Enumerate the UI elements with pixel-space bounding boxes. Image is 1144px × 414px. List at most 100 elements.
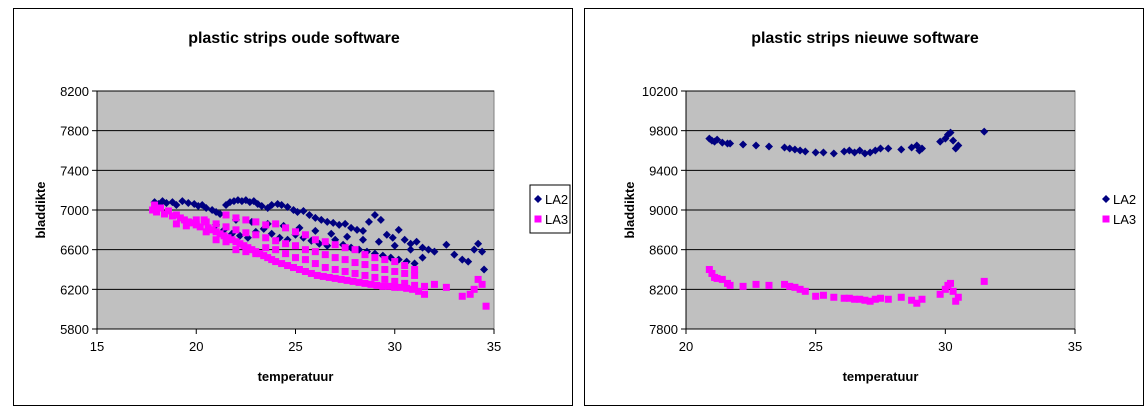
- data-point-square: [341, 244, 349, 252]
- data-point-diamond: [382, 230, 391, 239]
- x-tick-label: 25: [808, 339, 822, 354]
- data-point-square: [252, 231, 260, 239]
- legend-label: LA2: [1113, 192, 1136, 207]
- data-point-square: [242, 248, 250, 256]
- data-point-square: [212, 220, 220, 228]
- data-point-square: [430, 280, 438, 288]
- y-tick-label: 9400: [649, 163, 678, 178]
- data-point-square: [216, 230, 224, 238]
- data-point-square: [947, 279, 955, 287]
- data-point-diamond: [450, 250, 459, 259]
- data-point-square: [196, 223, 204, 231]
- data-point-square: [421, 282, 429, 290]
- data-point-diamond: [713, 135, 722, 144]
- data-point-diamond: [412, 237, 421, 246]
- y-tick-label: 10200: [642, 84, 678, 99]
- data-point-square: [149, 206, 157, 214]
- data-point-diamond: [172, 201, 181, 210]
- data-point-square: [242, 229, 250, 237]
- data-point-diamond: [394, 225, 403, 234]
- data-point-square: [240, 242, 248, 250]
- data-point-diamond: [780, 143, 789, 152]
- x-tick-label: 25: [288, 339, 302, 354]
- data-point-square: [172, 211, 180, 219]
- data-point-diamond: [946, 128, 955, 137]
- data-point-square: [819, 291, 827, 299]
- data-point-square: [840, 294, 848, 302]
- data-point-diamond: [341, 219, 350, 228]
- data-point-diamond: [470, 245, 479, 254]
- data-point-diamond: [402, 257, 411, 266]
- data-point-square: [176, 214, 184, 222]
- data-point-square: [401, 262, 409, 270]
- data-point-square: [268, 256, 276, 264]
- series-la2: [705, 127, 989, 158]
- data-point-square: [224, 234, 232, 242]
- data-point-square: [222, 223, 230, 231]
- data-point-diamond: [1102, 195, 1110, 203]
- data-point-square: [220, 232, 228, 240]
- data-point-square: [458, 292, 466, 300]
- legend-box: [529, 184, 571, 234]
- data-point-square: [391, 258, 399, 266]
- data-point-square: [351, 246, 359, 254]
- data-point-square: [442, 283, 450, 291]
- data-point-square: [781, 280, 789, 288]
- data-point-diamond: [323, 217, 332, 226]
- data-point-diamond: [474, 239, 483, 248]
- data-point-square: [260, 252, 268, 260]
- data-point-square: [361, 261, 369, 269]
- data-point-square: [284, 262, 292, 270]
- data-point-square: [331, 274, 339, 282]
- data-point-diamond: [353, 225, 362, 234]
- data-point-diamond: [801, 147, 810, 156]
- data-point-diamond: [335, 220, 344, 229]
- y-tick-label: 9000: [649, 203, 678, 218]
- data-point-square: [884, 295, 892, 303]
- data-point-square: [202, 228, 210, 236]
- data-point-square: [331, 266, 339, 273]
- data-point-square: [355, 278, 363, 286]
- data-point-square: [295, 266, 303, 273]
- data-point-diamond: [796, 146, 805, 155]
- data-point-diamond: [406, 245, 415, 254]
- data-point-diamond: [327, 229, 336, 238]
- data-point-square: [222, 211, 230, 219]
- data-point-square: [980, 277, 988, 285]
- data-point-square: [262, 234, 270, 242]
- data-point-square: [192, 221, 200, 229]
- data-point-diamond: [388, 233, 397, 242]
- data-point-square: [331, 254, 339, 262]
- data-point-square: [861, 296, 869, 304]
- data-point-square: [351, 269, 359, 277]
- data-point-square: [192, 216, 200, 224]
- data-point-square: [325, 273, 333, 281]
- data-point-square: [897, 293, 905, 301]
- data-point-square: [222, 238, 230, 246]
- data-point-square: [172, 220, 180, 228]
- y-tick-label: 9800: [649, 124, 678, 139]
- data-point-diamond: [726, 139, 735, 148]
- data-point-square: [232, 214, 240, 222]
- data-point-square: [262, 221, 270, 229]
- data-point-square: [321, 251, 329, 259]
- scatter-chart-nieuwe-software: plastic strips nieuwe software 7800 8200 86…: [622, 30, 1136, 384]
- data-point-diamond: [718, 138, 727, 147]
- data-point-square: [371, 273, 379, 281]
- data-point-square: [204, 224, 212, 232]
- data-point-square: [482, 302, 490, 310]
- chart-nieuwe-software: plastic strips nieuwe software 7800 8200 86…: [584, 8, 1144, 406]
- data-point-square: [845, 294, 853, 302]
- x-tick-label: 20: [679, 339, 693, 354]
- data-point-diamond: [464, 257, 473, 266]
- data-point-square: [856, 295, 864, 303]
- data-point-diamond: [374, 237, 383, 246]
- y-tick-label: 7800: [649, 322, 678, 337]
- data-point-diamond: [941, 134, 950, 143]
- data-point-diamond: [184, 199, 193, 208]
- data-point-diamond: [410, 259, 419, 268]
- data-point-diamond: [534, 195, 542, 203]
- data-point-square: [311, 260, 319, 268]
- data-point-square: [321, 264, 329, 272]
- x-tick-label: 20: [189, 339, 203, 354]
